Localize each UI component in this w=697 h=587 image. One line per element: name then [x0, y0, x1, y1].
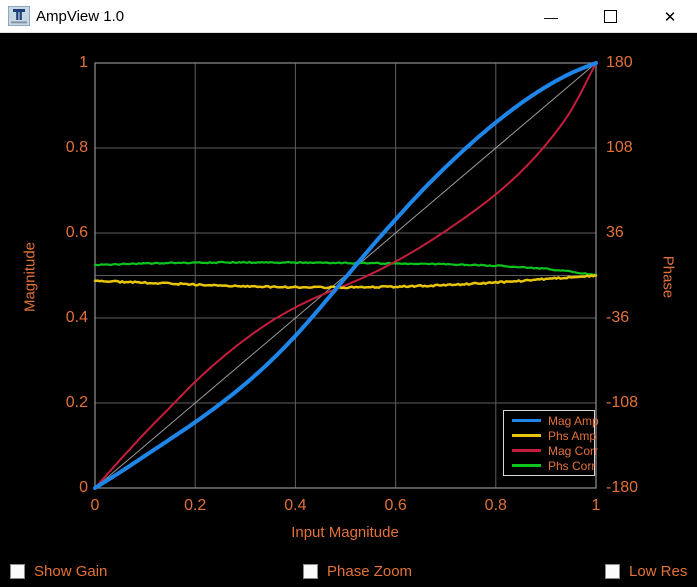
window-title: AmpView 1.0 [36, 8, 125, 25]
checkbox-icon[interactable] [303, 564, 318, 579]
x-axis-tick-label: 0 [90, 497, 100, 514]
titlebar: AmpView 1.0 — ✕ [0, 0, 697, 33]
legend: Mag Amp Phs Amp Mag Corr Phs Corr [503, 410, 599, 476]
right-axis-tick-label: 108 [606, 139, 633, 156]
legend-swatch [512, 464, 541, 467]
phs-corr-curve [93, 260, 598, 276]
maximize-button[interactable] [587, 0, 633, 33]
low-res-checkbox[interactable]: Low Res [605, 563, 687, 580]
x-axis-tick-label: 0.4 [284, 497, 307, 514]
maximize-icon [603, 10, 617, 23]
left-axis-tick-label: 0.4 [65, 309, 88, 326]
checkbox-label: Phase Zoom [327, 563, 413, 580]
x-axis-tick-label: 1 [591, 497, 601, 514]
checkbox-icon[interactable] [605, 564, 620, 579]
legend-label: Mag Amp [548, 413, 599, 428]
left-axis-tick-label: 1 [79, 54, 88, 71]
app-icon [8, 6, 30, 26]
legend-item: Phs Corr [504, 458, 596, 473]
checkbox-label: Low Res [629, 563, 688, 580]
phs-amp-curve [93, 274, 598, 290]
legend-label: Phs Amp [548, 428, 597, 443]
x-axis-title: Input Magnitude [291, 524, 399, 541]
mag-corr-curve [94, 62, 597, 489]
legend-label: Phs Corr [548, 458, 596, 473]
x-axis-tick-label: 0.6 [384, 497, 407, 514]
left-axis-tick-label: 0 [79, 479, 88, 496]
left-axis-tick-label: 0.8 [65, 139, 88, 156]
close-icon: ✕ [663, 8, 677, 26]
legend-swatch [512, 434, 541, 437]
legend-item: Mag Corr [504, 444, 598, 458]
legend-item: Phs Amp [504, 428, 597, 443]
legend-swatch [512, 449, 541, 452]
legend-item: Mag Amp [504, 414, 599, 428]
checkbox-label: Show Gain [34, 563, 108, 580]
right-axis-tick-label: -36 [606, 309, 630, 326]
show-gain-checkbox[interactable]: Show Gain [10, 563, 107, 580]
right-axis-tick-label: -180 [606, 479, 639, 496]
minimize-button[interactable]: — [528, 0, 574, 33]
legend-swatch [512, 419, 541, 422]
x-axis-tick-label: 0.8 [484, 497, 507, 514]
right-axis-tick-label: 180 [606, 54, 633, 71]
close-button[interactable]: ✕ [647, 0, 693, 33]
x-axis-tick-label: 0.2 [184, 497, 207, 514]
right-axis-tick-label: -108 [606, 394, 639, 411]
checkbox-icon[interactable] [10, 564, 25, 579]
left-axis-tick-label: 0.6 [65, 224, 88, 241]
minimize-icon: — [544, 8, 558, 25]
legend-label: Mag Corr [548, 443, 599, 458]
mag-amp-curve [93, 61, 598, 490]
phase-zoom-checkbox[interactable]: Phase Zoom [303, 563, 412, 580]
left-axis-title: Magnitude [21, 241, 39, 313]
right-axis-tick-label: 36 [606, 224, 624, 241]
left-axis-tick-label: 0.2 [65, 394, 88, 411]
right-axis-title: Phase [659, 255, 677, 299]
